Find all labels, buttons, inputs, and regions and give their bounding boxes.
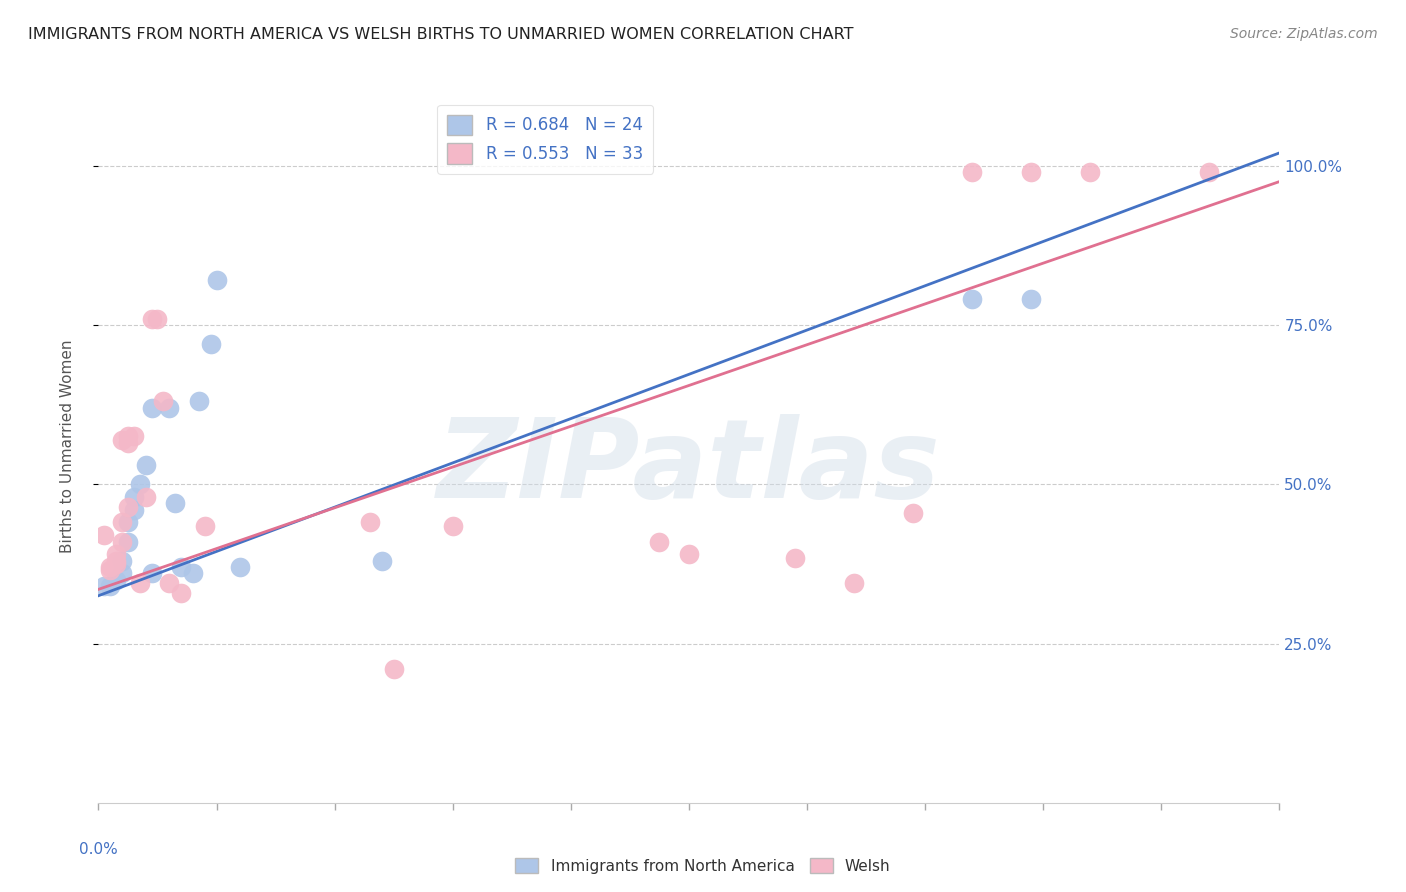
- Point: [157, 401, 180, 415]
- Point: [105, 573, 128, 587]
- Point: [117, 429, 139, 443]
- Point: [678, 547, 700, 561]
- Point: [1021, 165, 1043, 179]
- Point: [93, 579, 115, 593]
- Point: [98, 579, 121, 593]
- Text: ZIPatlas: ZIPatlas: [437, 414, 941, 521]
- Point: [962, 293, 984, 307]
- Point: [141, 311, 163, 326]
- Point: [111, 516, 134, 530]
- Point: [141, 401, 163, 415]
- Point: [117, 534, 139, 549]
- Legend: Immigrants from North America, Welsh: Immigrants from North America, Welsh: [509, 852, 897, 880]
- Point: [441, 518, 464, 533]
- Point: [98, 563, 121, 577]
- Point: [117, 516, 139, 530]
- Point: [165, 496, 187, 510]
- Text: Source: ZipAtlas.com: Source: ZipAtlas.com: [1230, 27, 1378, 41]
- Point: [1198, 165, 1220, 179]
- Point: [844, 576, 866, 591]
- Legend: R = 0.684   N = 24, R = 0.553   N = 33: R = 0.684 N = 24, R = 0.553 N = 33: [437, 104, 652, 174]
- Point: [105, 557, 128, 571]
- Point: [111, 534, 134, 549]
- Point: [157, 576, 180, 591]
- Point: [382, 662, 405, 676]
- Text: IMMIGRANTS FROM NORTH AMERICA VS WELSH BIRTHS TO UNMARRIED WOMEN CORRELATION CHA: IMMIGRANTS FROM NORTH AMERICA VS WELSH B…: [28, 27, 853, 42]
- Y-axis label: Births to Unmarried Women: Births to Unmarried Women: [60, 339, 75, 553]
- Point: [141, 566, 163, 581]
- Point: [135, 490, 157, 504]
- Point: [181, 566, 204, 581]
- Point: [105, 547, 128, 561]
- Point: [648, 534, 671, 549]
- Point: [122, 502, 145, 516]
- Point: [146, 311, 169, 326]
- Point: [93, 528, 115, 542]
- Point: [359, 516, 381, 530]
- Point: [98, 560, 121, 574]
- Text: 0.0%: 0.0%: [79, 842, 118, 857]
- Point: [105, 554, 128, 568]
- Point: [111, 433, 134, 447]
- Point: [205, 273, 228, 287]
- Point: [187, 394, 209, 409]
- Point: [229, 560, 252, 574]
- Point: [122, 490, 145, 504]
- Point: [117, 500, 139, 514]
- Point: [135, 458, 157, 472]
- Point: [128, 477, 150, 491]
- Point: [903, 506, 925, 520]
- Point: [785, 550, 807, 565]
- Point: [111, 566, 134, 581]
- Point: [111, 554, 134, 568]
- Point: [371, 554, 394, 568]
- Point: [122, 429, 145, 443]
- Point: [200, 337, 222, 351]
- Point: [194, 518, 217, 533]
- Point: [128, 576, 150, 591]
- Point: [170, 560, 193, 574]
- Point: [962, 165, 984, 179]
- Point: [170, 585, 193, 599]
- Point: [152, 394, 174, 409]
- Point: [117, 435, 139, 450]
- Point: [1021, 293, 1043, 307]
- Point: [1080, 165, 1102, 179]
